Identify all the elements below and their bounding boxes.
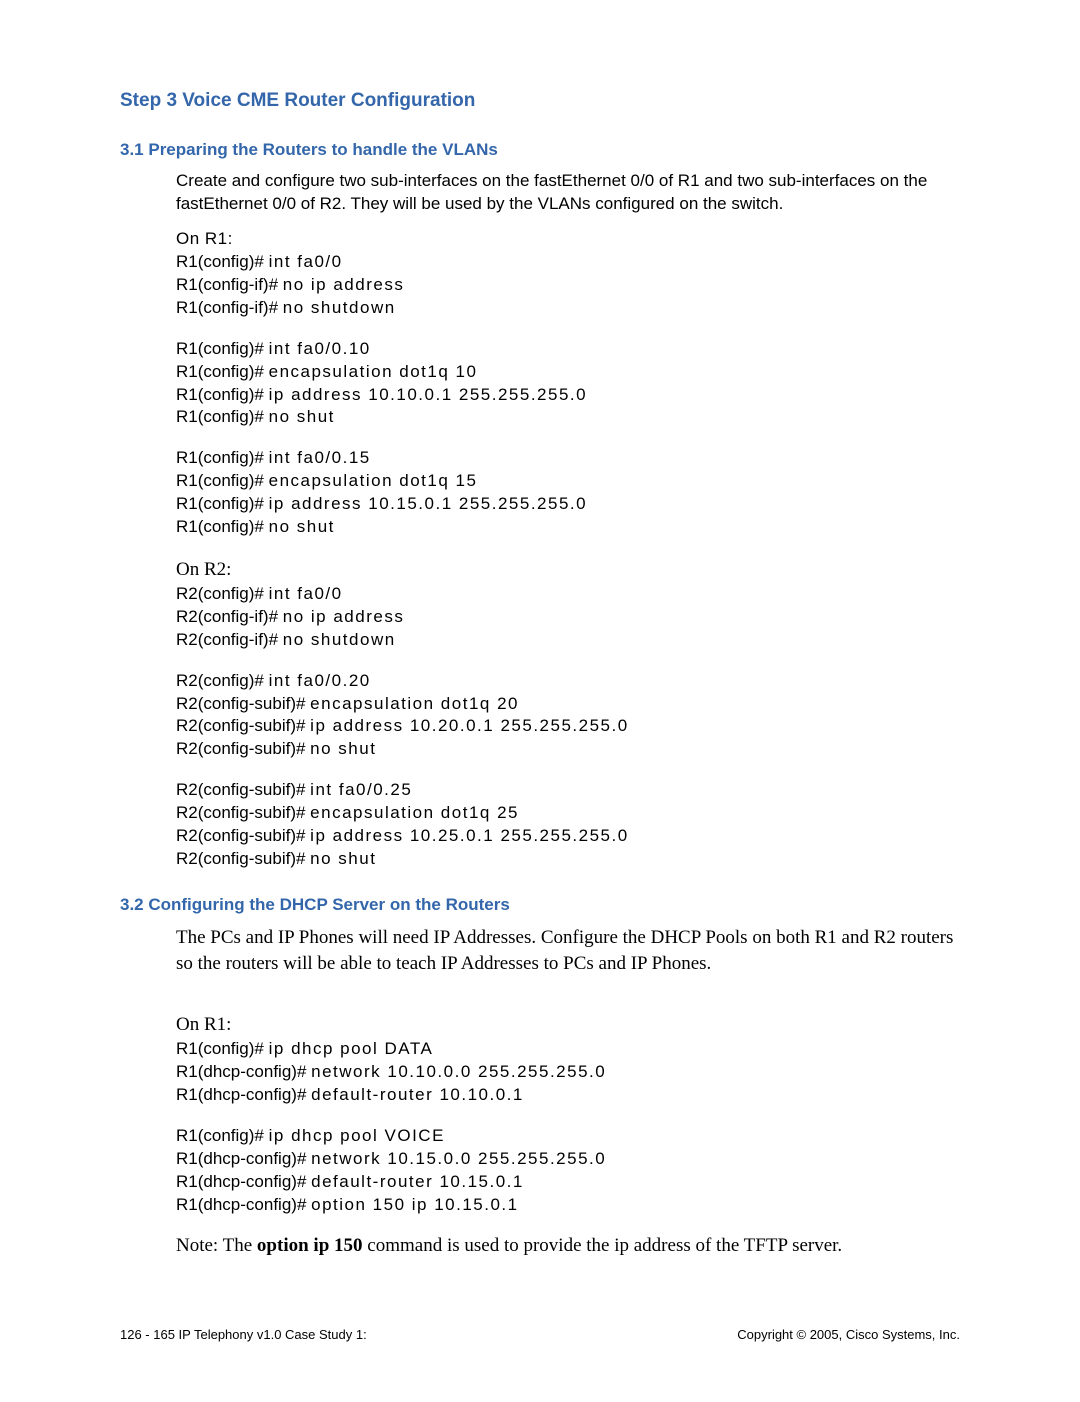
code-block-r2-3: R2(config-subif)# int fa0/0.25 R2(config… bbox=[120, 779, 960, 871]
code-block-dhcp-2: R1(config)# ip dhcp pool VOICE R1(dhcp-c… bbox=[120, 1125, 960, 1217]
code-line: R2(config-subif)# ip address 10.20.0.1 2… bbox=[176, 715, 960, 738]
code-line: R1(config)# encapsulation dot1q 15 bbox=[176, 470, 960, 493]
code-line: R1(config)# encapsulation dot1q 10 bbox=[176, 361, 960, 384]
code-line: R1(dhcp-config)# default-router 10.15.0.… bbox=[176, 1171, 960, 1194]
code-line: R2(config-subif)# encapsulation dot1q 25 bbox=[176, 802, 960, 825]
code-line: R2(config-subif)# int fa0/0.25 bbox=[176, 779, 960, 802]
code-line: R2(config-if)# no shutdown bbox=[176, 629, 960, 652]
code-block-r2-1: On R2: R2(config)# int fa0/0 R2(config-i… bbox=[120, 557, 960, 651]
code-line: R1(dhcp-config)# default-router 10.10.0.… bbox=[176, 1084, 960, 1107]
code-line: R1(config-if)# no ip address bbox=[176, 274, 960, 297]
code-line: R2(config)# int fa0/0.20 bbox=[176, 670, 960, 693]
footer-right: Copyright © 2005, Cisco Systems, Inc. bbox=[737, 1327, 960, 1342]
code-line: R2(config-subif)# ip address 10.25.0.1 2… bbox=[176, 825, 960, 848]
note-bold: option ip 150 bbox=[257, 1235, 363, 1256]
r2-label: On R2: bbox=[176, 557, 960, 583]
code-line: R2(config-subif)# no shut bbox=[176, 848, 960, 871]
code-block-r2-2: R2(config)# int fa0/0.20 R2(config-subif… bbox=[120, 670, 960, 762]
code-block-r1-2: R1(config)# int fa0/0.10 R1(config)# enc… bbox=[120, 338, 960, 430]
section-32-title: 3.2 Configuring the DHCP Server on the R… bbox=[120, 895, 960, 915]
code-line: R2(config-subif)# no shut bbox=[176, 738, 960, 761]
code-line: R1(config)# ip address 10.10.0.1 255.255… bbox=[176, 384, 960, 407]
r1-label-dhcp: On R1: bbox=[176, 1012, 960, 1038]
code-line: R1(config)# no shut bbox=[176, 406, 960, 429]
note-pre: Note: The bbox=[176, 1235, 257, 1256]
code-line: R2(config)# int fa0/0 bbox=[176, 583, 960, 606]
page-footer: 126 - 165 IP Telephony v1.0 Case Study 1… bbox=[120, 1327, 960, 1342]
code-line: R1(dhcp-config)# network 10.10.0.0 255.2… bbox=[176, 1061, 960, 1084]
code-line: R1(config)# int fa0/0.10 bbox=[176, 338, 960, 361]
section-31-title: 3.1 Preparing the Routers to handle the … bbox=[120, 140, 960, 160]
code-line: R2(config-subif)# encapsulation dot1q 20 bbox=[176, 693, 960, 716]
code-block-r1-3: R1(config)# int fa0/0.15 R1(config)# enc… bbox=[120, 447, 960, 539]
code-line: R1(config)# ip dhcp pool VOICE bbox=[176, 1125, 960, 1148]
code-block-dhcp-1: On R1: R1(config)# ip dhcp pool DATA R1(… bbox=[120, 1012, 960, 1106]
code-line: R1(config)# int fa0/0.15 bbox=[176, 447, 960, 470]
code-line: R1(config)# int fa0/0 bbox=[176, 251, 960, 274]
note-post: command is used to provide the ip addres… bbox=[363, 1235, 843, 1256]
section-31-intro: Create and configure two sub-interfaces … bbox=[120, 170, 960, 216]
code-line: R1(config-if)# no shutdown bbox=[176, 297, 960, 320]
code-line: R1(dhcp-config)# option 150 ip 10.15.0.1 bbox=[176, 1194, 960, 1217]
code-block-r1-1: On R1: R1(config)# int fa0/0 R1(config-i… bbox=[120, 228, 960, 320]
code-line: R2(config-if)# no ip address bbox=[176, 606, 960, 629]
code-line: R1(config)# ip address 10.15.0.1 255.255… bbox=[176, 493, 960, 516]
footer-left: 126 - 165 IP Telephony v1.0 Case Study 1… bbox=[120, 1327, 367, 1342]
r1-label: On R1: bbox=[176, 228, 960, 251]
code-line: R1(config)# no shut bbox=[176, 516, 960, 539]
code-line: R1(config)# ip dhcp pool DATA bbox=[176, 1038, 960, 1061]
section-32-intro: The PCs and IP Phones will need IP Addre… bbox=[120, 925, 960, 976]
step-heading: Step 3 Voice CME Router Configuration bbox=[120, 90, 960, 112]
code-line: R1(dhcp-config)# network 10.15.0.0 255.2… bbox=[176, 1148, 960, 1171]
note-text: Note: The option ip 150 command is used … bbox=[120, 1235, 960, 1257]
